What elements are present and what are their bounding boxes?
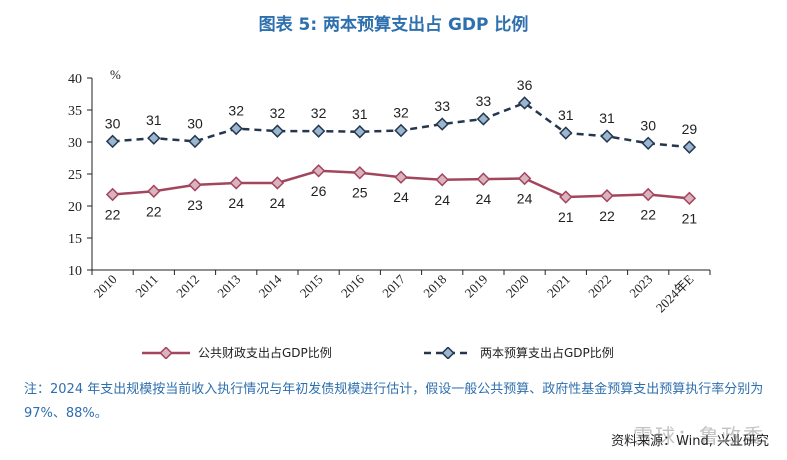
series-1-data-label: 24 — [476, 191, 492, 207]
series-2-data-label: 32 — [393, 104, 409, 120]
series-1-marker — [270, 176, 285, 190]
x-tick-label: 2015 — [297, 272, 326, 301]
series-1-data-label: 24 — [434, 192, 450, 208]
series-1-marker — [394, 170, 408, 184]
x-tick-label: 2023 — [626, 272, 655, 301]
data-labels-layer: 22 22 23 24 24 26 25 24 24 24 24 21 22 22 21 30 31 30 32 32… — [105, 77, 698, 226]
series-2-marker — [147, 131, 161, 145]
series-2-data-label: 30 — [640, 117, 656, 133]
y-tick-label: 20 — [68, 200, 82, 215]
y-tick-label: 15 — [68, 232, 82, 247]
series-2-data-label: 31 — [558, 107, 574, 123]
series-1-data-label: 24 — [228, 195, 244, 211]
series-2-marker — [229, 121, 243, 136]
series-2-data-label: 32 — [270, 105, 286, 121]
series-1-marker — [682, 191, 697, 206]
series-1-marker — [311, 164, 326, 178]
series-1-marker — [600, 189, 614, 203]
series-1-marker — [105, 187, 120, 202]
legend-label-series-2: 两本预算支出占GDP比例 — [480, 346, 614, 360]
series-2-marker — [682, 140, 697, 154]
y-tick-label: 25 — [68, 168, 82, 183]
series-2-marker — [394, 123, 408, 138]
series-1-data-label: 24 — [270, 195, 286, 211]
legend-item-series-1: 公共财政支出占GDP比例 — [140, 344, 332, 361]
x-tick-label: 2020 — [503, 272, 532, 301]
x-tick-label: 2021 — [544, 272, 573, 301]
series-1-marker — [517, 171, 532, 186]
series-2-marker — [311, 124, 326, 138]
series-1-data-label: 22 — [146, 203, 162, 219]
x-tick-label: 2013 — [214, 272, 243, 301]
x-tick-label: 2011 — [132, 272, 161, 301]
series-1-data-label: 24 — [393, 189, 409, 205]
x-tick-label: 2024年E — [653, 271, 697, 315]
series-1-marker — [641, 187, 655, 202]
series-2-data-label: 30 — [187, 115, 203, 131]
series-2-marker — [641, 136, 655, 150]
series-2-data-label: 32 — [311, 105, 327, 121]
y-unit-label: % — [110, 67, 121, 82]
y-tick-label: 40 — [68, 72, 82, 87]
series-1-marker — [147, 184, 161, 198]
series-2-data-label: 36 — [517, 77, 533, 93]
series-1-marker — [188, 178, 202, 192]
series-2-data-label: 33 — [476, 93, 492, 109]
chart-title: 图表 5: 两本预算支出占 GDP 比例 — [258, 15, 529, 35]
series-1-marker — [353, 166, 367, 180]
series-1-marker — [476, 172, 491, 186]
series-1-marker — [559, 190, 573, 204]
y-tick-label: 30 — [68, 136, 82, 151]
chart-source: 资料来源：Wind, 兴业研究 — [611, 434, 769, 449]
series-2-marker — [517, 96, 532, 110]
series-2-data-label: 32 — [228, 103, 244, 119]
legend-swatch-dashed — [424, 346, 472, 359]
series-1-data-label: 23 — [187, 197, 203, 213]
series-1-data-label: 21 — [682, 210, 698, 226]
series-2-marker — [353, 125, 367, 139]
x-tick-label: 2019 — [462, 272, 491, 301]
series-2-data-label: 29 — [682, 121, 698, 137]
series-2-marker — [559, 126, 573, 140]
series-2-data-label: 31 — [146, 112, 162, 128]
x-tick-label: 2018 — [420, 272, 449, 301]
series-1-data-label: 22 — [105, 206, 121, 222]
series-1-marker — [229, 176, 243, 190]
x-tick-label: 2017 — [379, 271, 408, 300]
y-tick-label: 35 — [68, 104, 82, 119]
legend-label-series-1: 公共财政支出占GDP比例 — [198, 346, 332, 360]
legend-swatch-solid — [142, 346, 190, 359]
y-tick-label: 10 — [68, 264, 82, 279]
series-2-marker — [105, 134, 120, 149]
chart-axes: 10 15 20 25 30 35 40 % 2010 2011 2012 2013 2014 2015 2… — [68, 67, 711, 315]
series-2-data-label: 30 — [105, 115, 121, 131]
x-tick-label: 2014 — [256, 271, 285, 300]
series-1-data-label: 21 — [558, 209, 574, 225]
series-2-marker — [188, 134, 202, 149]
series-1-data-label: 22 — [640, 206, 656, 222]
series-2-marker — [435, 117, 449, 131]
series-1-data-label: 22 — [599, 208, 615, 224]
series-2-marker — [270, 124, 285, 138]
series-2-data-label: 31 — [352, 106, 368, 122]
series-2-marker — [600, 129, 614, 143]
series-2-marker — [476, 112, 491, 126]
chart-note: 注：2024 年支出规模按当前收入执行情况与年初发债规模进行估计，假设一般公共预… — [24, 382, 764, 421]
series-1-data-label: 24 — [517, 190, 533, 206]
x-tick-label: 2022 — [585, 272, 614, 301]
watermark: 雪球：鲁政委 — [633, 424, 765, 448]
series-1-data-label: 26 — [311, 183, 327, 199]
x-tick-label: 2010 — [91, 272, 120, 301]
legend-item-series-2: 两本预算支出占GDP比例 — [422, 344, 614, 361]
x-tick-label: 2016 — [338, 271, 367, 300]
series-1-data-label: 25 — [352, 185, 368, 201]
series-1-marker — [435, 173, 449, 187]
series-2-data-label: 33 — [434, 98, 450, 114]
x-tick-label: 2012 — [173, 272, 202, 301]
series-2-data-label: 31 — [599, 110, 615, 126]
chart-legend: 公共财政支出占GDP比例 两本预算支出占GDP比例 — [0, 344, 787, 364]
series-layer — [105, 96, 697, 206]
